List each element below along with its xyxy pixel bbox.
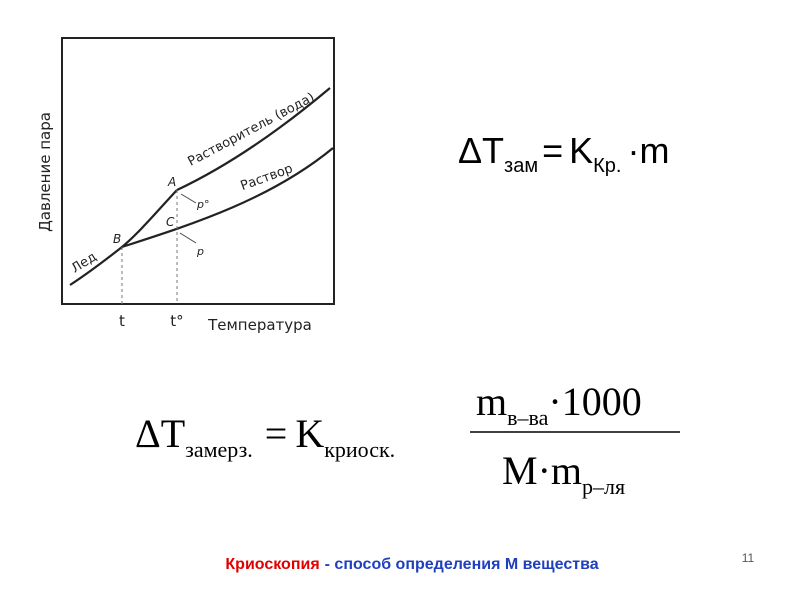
point-p0: p° xyxy=(196,198,209,211)
delta: ΔT xyxy=(135,411,185,456)
subscript: в–ва xyxy=(507,405,548,430)
point-p: p xyxy=(196,245,204,258)
denominator: M·mр–ля xyxy=(502,448,625,499)
x-label: Температура xyxy=(207,316,312,334)
caption: Криоскопия - способ определения М веществ… xyxy=(225,556,598,573)
point-a: A xyxy=(167,175,176,189)
y-label: Давление пара xyxy=(36,112,54,232)
tail: ·1000 xyxy=(548,379,641,424)
solution-label: Раствор xyxy=(239,161,295,194)
subscript: р–ля xyxy=(582,474,625,499)
formula-full: ΔTзамерз. = Kкриоск. mв–ва·1000 M·mр–ля xyxy=(135,379,680,499)
frame xyxy=(61,37,335,305)
point-b: B xyxy=(113,232,121,246)
equals: = xyxy=(265,411,288,456)
solution-curve xyxy=(121,147,334,249)
arrow-p xyxy=(179,232,197,244)
k: K xyxy=(569,130,593,171)
mark-t0: t° xyxy=(170,312,183,330)
solvent-curve xyxy=(176,87,331,191)
subscript: Кр. xyxy=(593,155,621,177)
m: m xyxy=(476,379,507,424)
tail: ·m xyxy=(627,130,669,171)
lhs: ΔTзамерз. = Kкриоск. xyxy=(135,411,395,462)
subscript: зам xyxy=(504,155,538,177)
phase-diagram: Давление пара Температура Лед Растворите… xyxy=(36,37,335,334)
subscript: замерз. xyxy=(185,437,253,462)
point-c: C xyxy=(166,215,175,229)
numerator: mв–ва·1000 xyxy=(476,379,642,430)
caption-term: Криоскопия xyxy=(225,556,319,573)
page-number: 11 xyxy=(742,551,755,565)
ice-curve xyxy=(69,189,178,286)
ice-label: Лед xyxy=(69,250,100,277)
formula-short: ΔTзам = KКр. ·m xyxy=(458,130,669,177)
delta: ΔT xyxy=(458,130,504,171)
arrow-p0 xyxy=(180,193,197,204)
equals: = xyxy=(542,130,563,171)
solvent-label: Растворитель (вода) xyxy=(185,90,317,170)
subscript: криоск. xyxy=(324,437,395,462)
k: K xyxy=(295,411,324,456)
mark-t: t xyxy=(119,312,125,330)
caption-rest: - способ определения М вещества xyxy=(325,556,599,573)
m: M·m xyxy=(502,448,582,493)
